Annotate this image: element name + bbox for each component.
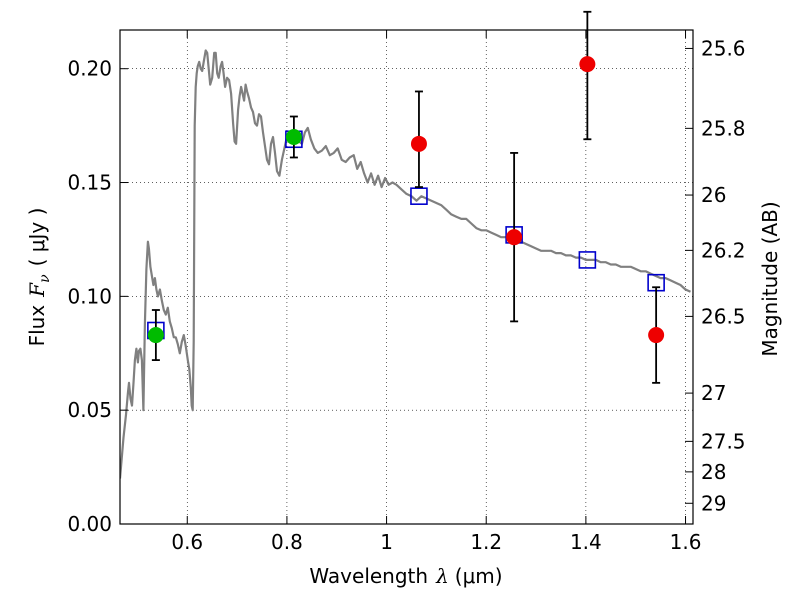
x-tick-label: 1 — [380, 530, 393, 554]
green-data-point — [147, 327, 164, 344]
y-tick-label: 0.20 — [67, 57, 112, 81]
ticks: 0.6 0.8 1 1.2 1.4 1.6 0.00 0.05 0.10 0.15 0.20 25.6… — [67, 30, 746, 554]
y2-tick-label: 27 — [701, 381, 726, 405]
x-tick-label: 1.2 — [470, 530, 502, 554]
plot-background — [120, 30, 693, 524]
y2-tick-label: 27.5 — [701, 429, 746, 453]
red-data-point — [410, 135, 427, 152]
red-data-point — [579, 56, 596, 73]
y2-tick-label: 29 — [701, 491, 726, 515]
y2-tick-label: 25.8 — [701, 116, 746, 140]
y2-tick-label: 25.6 — [701, 36, 746, 60]
model-photometry-square — [578, 251, 597, 269]
y2-tick-label: 26.2 — [701, 238, 746, 262]
red-data-point — [648, 327, 665, 344]
x-tick-label: 0.6 — [171, 530, 203, 554]
plot-frame — [119, 29, 694, 525]
x-tick-label: 1.4 — [570, 530, 602, 554]
y-tick-label: 0.05 — [67, 398, 112, 422]
x-tick-label: 0.8 — [271, 530, 303, 554]
y-tick-label: 0.00 — [67, 512, 112, 536]
plot-content — [120, 10, 691, 479]
y2-tick-label: 26 — [701, 183, 726, 207]
model-photometry-square — [410, 187, 428, 205]
y-tick-label: 0.10 — [67, 284, 112, 308]
model-sed-line — [120, 49, 691, 479]
y2-axis-label: Magnitude (AB) — [758, 201, 782, 356]
green-data-point — [285, 128, 302, 145]
x-axis-label: Wavelength λ (μm) — [309, 564, 502, 588]
x-tick-label: 1.6 — [670, 530, 702, 554]
y2-tick-label: 26.5 — [701, 304, 746, 328]
y-axis-label: FluxFν( μJy ) — [25, 208, 53, 347]
y2-tick-label: 28 — [701, 460, 726, 484]
red-data-point — [506, 229, 523, 246]
y-tick-label: 0.15 — [67, 171, 112, 195]
